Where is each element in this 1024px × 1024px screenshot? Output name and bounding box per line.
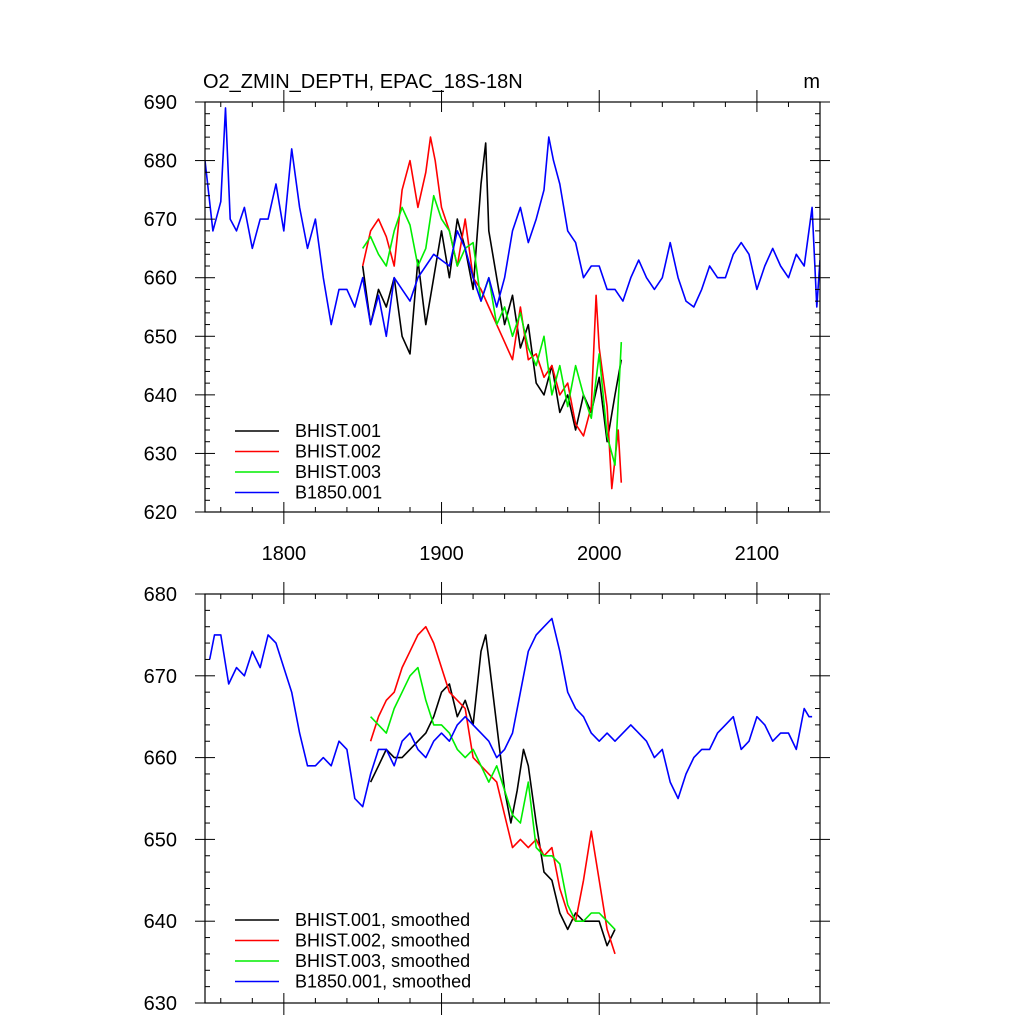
legend-label: BHIST.002 bbox=[295, 442, 381, 462]
x-tick-label: 2000 bbox=[577, 543, 622, 565]
plot-frame bbox=[204, 101, 821, 513]
series-line-b1850-001 bbox=[205, 107, 820, 338]
y-tick-label: 640 bbox=[144, 911, 177, 933]
series-line-b1850-001-smoothed bbox=[208, 617, 813, 808]
y-tick-label: 650 bbox=[144, 829, 177, 851]
legend-label: BHIST.001, smoothed bbox=[295, 910, 470, 930]
y-tick-label: 660 bbox=[144, 748, 177, 770]
y-tick-label: 660 bbox=[144, 268, 177, 290]
y-tick-label: 680 bbox=[144, 151, 177, 173]
legend-label: BHIST.002, smoothed bbox=[295, 931, 470, 951]
y-tick-label: 630 bbox=[144, 443, 177, 465]
y-tick-label: 620 bbox=[144, 502, 177, 524]
legend-label: BHIST.003, smoothed bbox=[295, 951, 470, 971]
y-tick-label: 690 bbox=[144, 92, 177, 114]
series-line-bhist-001 bbox=[361, 142, 623, 443]
plot-area bbox=[205, 107, 820, 490]
top-panel-title: O2_ZMIN_DEPTH, EPAC_18S-18N bbox=[203, 71, 523, 93]
top-panel-units: m bbox=[803, 71, 820, 93]
legend-label: B1850.001 bbox=[295, 483, 382, 503]
legend-label: B1850.001, smoothed bbox=[295, 972, 471, 992]
x-tick-label: 1900 bbox=[419, 543, 464, 565]
legend-label: BHIST.003 bbox=[295, 462, 381, 482]
y-tick-label: 670 bbox=[144, 209, 177, 231]
plot-area bbox=[208, 617, 813, 955]
legend-label: BHIST.001 bbox=[295, 421, 381, 441]
series-line-bhist-003 bbox=[362, 194, 623, 466]
y-tick-label: 670 bbox=[144, 666, 177, 688]
y-tick-label: 630 bbox=[144, 993, 177, 1015]
y-tick-label: 680 bbox=[144, 584, 177, 606]
series-line-bhist-003-smoothed bbox=[370, 666, 616, 930]
y-tick-label: 650 bbox=[144, 326, 177, 348]
plot-frame bbox=[204, 593, 821, 1004]
top-panel: O2_ZMIN_DEPTH, EPAC_18S-18N m 1800 1900 20… bbox=[144, 71, 830, 565]
series-line-bhist-001-smoothed bbox=[369, 634, 616, 947]
x-tick-label: 2100 bbox=[735, 543, 780, 565]
y-tick-label: 640 bbox=[144, 385, 177, 407]
x-tick-label: 1800 bbox=[262, 543, 307, 565]
